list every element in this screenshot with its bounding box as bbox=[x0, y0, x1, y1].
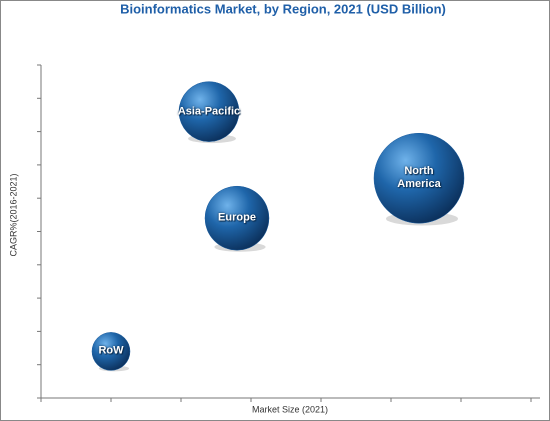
bubble bbox=[204, 185, 270, 251]
bubble-label: Europe bbox=[218, 211, 256, 224]
y-axis-label: CAGR%(2016-2021) bbox=[8, 173, 18, 256]
bubble-label: RoW bbox=[98, 344, 124, 357]
bubble-label: Asia-Pacific bbox=[177, 105, 241, 118]
bubble bbox=[91, 332, 131, 371]
x-axis-label: Market Size (2021) bbox=[252, 404, 328, 414]
chart-title: Bioinformatics Market, by Region, 2021 (… bbox=[120, 1, 446, 16]
bubble bbox=[373, 132, 465, 224]
bubble-label: North America bbox=[397, 165, 441, 191]
bubble bbox=[178, 81, 240, 142]
